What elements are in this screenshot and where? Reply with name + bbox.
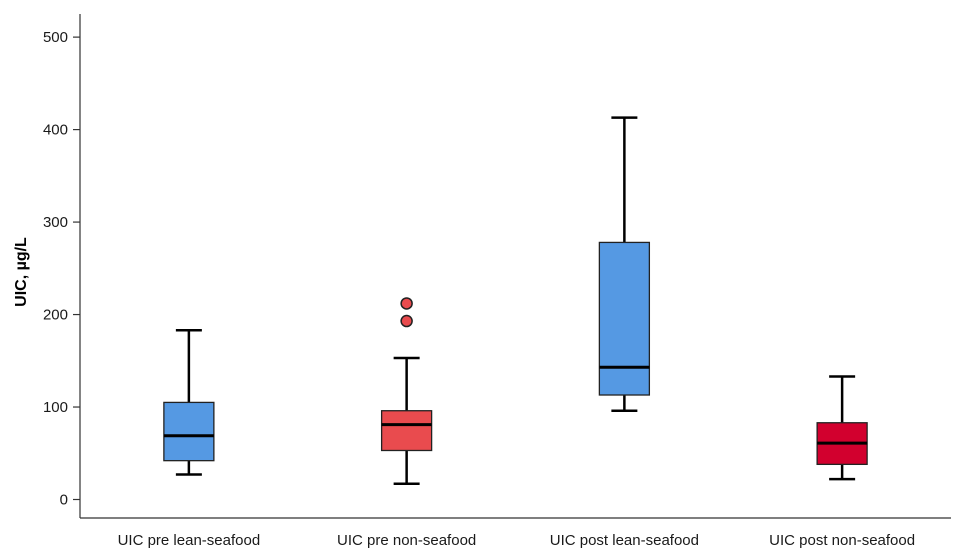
- box-iqr: [598, 241, 651, 396]
- x-category-label: UIC pre non-seafood: [337, 532, 476, 549]
- x-category-label: UIC post lean-seafood: [550, 532, 699, 549]
- x-category-label: UIC post non-seafood: [769, 532, 915, 549]
- x-category-label: UIC pre lean-seafood: [118, 532, 261, 549]
- y-axis-title: UIC, µg/L: [13, 237, 30, 307]
- box-group: [816, 375, 868, 481]
- boxes: [163, 116, 868, 486]
- y-tick-label: 500: [43, 29, 68, 46]
- outlier-point: [400, 314, 413, 328]
- axes: [79, 14, 951, 519]
- box-group: [598, 116, 651, 412]
- box-iqr: [380, 410, 433, 452]
- y-ticks: 0 100 200 300 400 500: [43, 29, 80, 509]
- y-tick-label: 0: [60, 492, 68, 509]
- outlier-point: [400, 297, 413, 310]
- box-group: [163, 329, 215, 476]
- x-labels: UIC pre lean-seafood UIC pre non-seafood U…: [118, 532, 916, 549]
- y-tick-label: 200: [43, 307, 68, 324]
- box-iqr: [163, 401, 215, 462]
- y-tick-label: 100: [43, 399, 68, 416]
- y-tick-label: 400: [43, 122, 68, 139]
- box-group: [380, 297, 433, 486]
- y-tick-label: 300: [43, 214, 68, 231]
